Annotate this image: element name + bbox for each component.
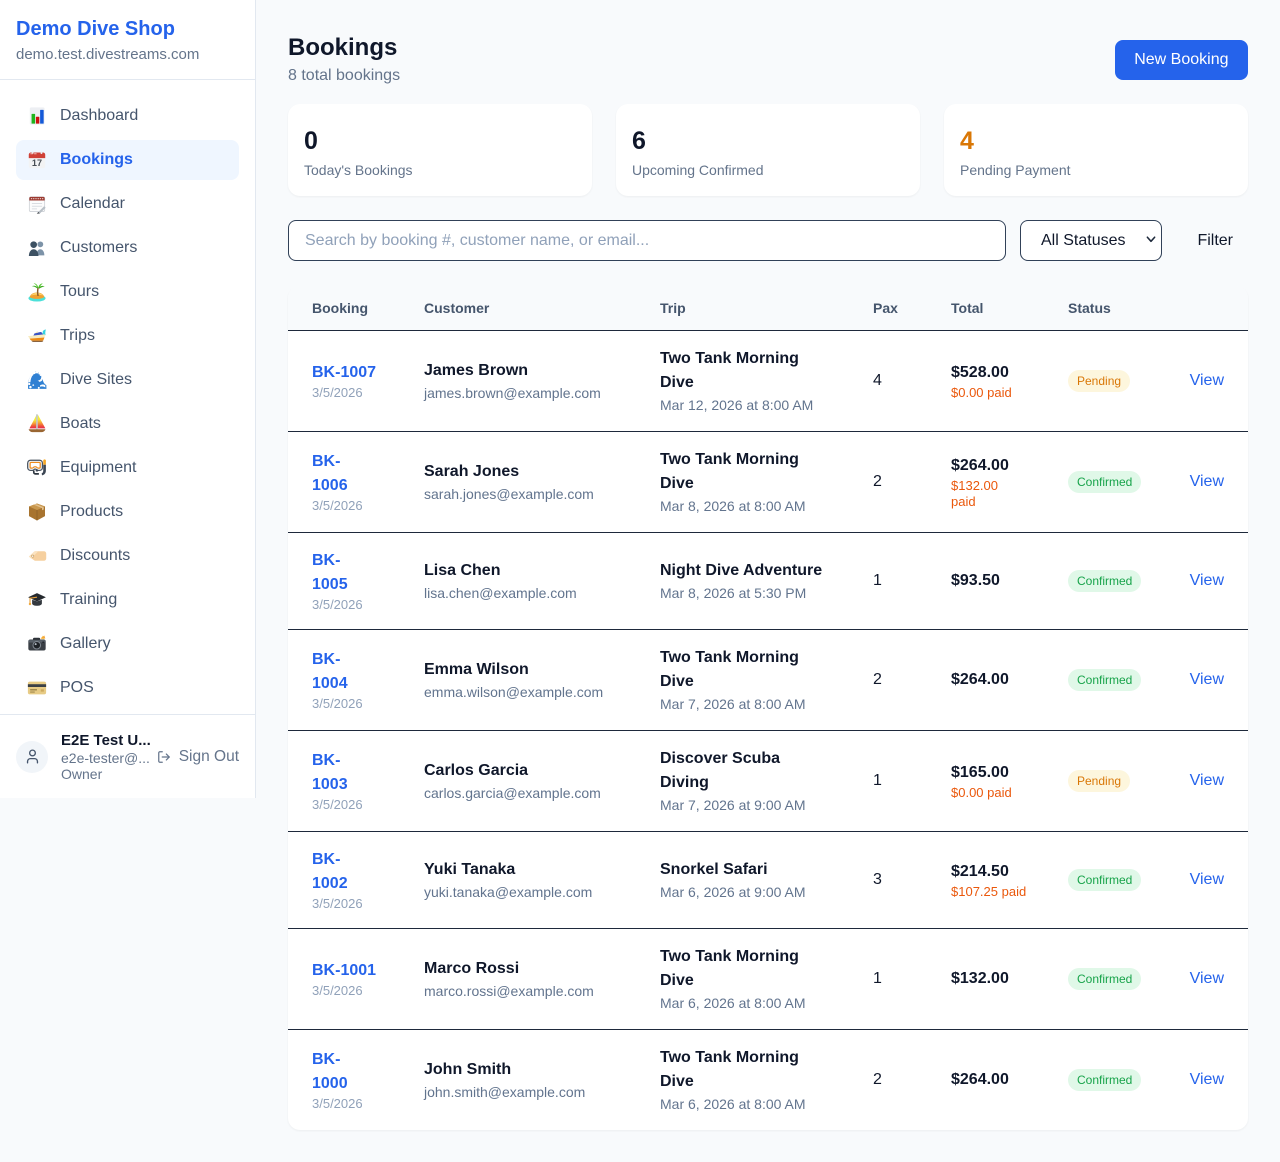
svg-text:17: 17 [32,158,42,168]
